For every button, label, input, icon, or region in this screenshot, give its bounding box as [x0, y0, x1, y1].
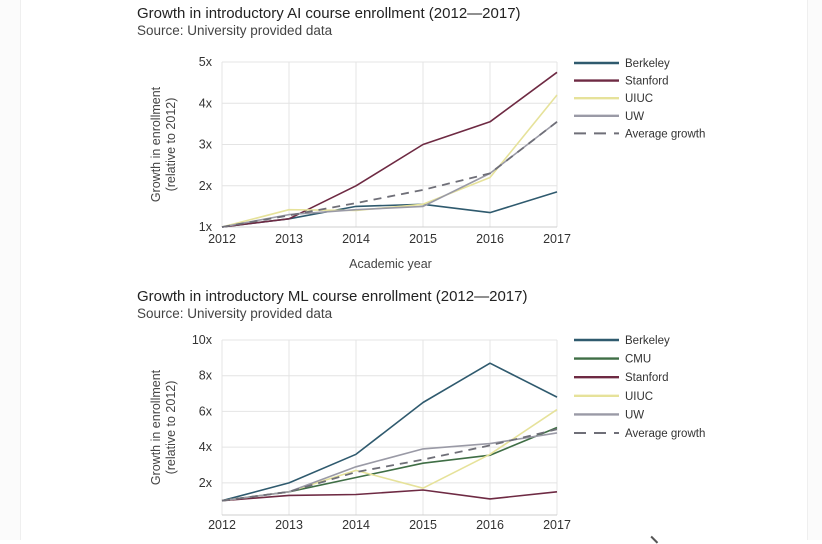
ai-y-tick-label: 4x [199, 96, 213, 110]
right-frame-edge [807, 0, 822, 540]
ml-legend-label-uw: UW [625, 409, 644, 421]
ai-y-axis-label: Growth in enrollment [149, 86, 163, 202]
ml-y-axis-label-sub: (relative to 2012) [164, 381, 178, 475]
ai-chart-source: Source: University provided data [137, 23, 333, 38]
ai-x-tick-label: 2016 [476, 232, 504, 246]
ai-x-axis-label: Academic year [349, 257, 432, 271]
ai-y-tick-label: 5x [199, 55, 213, 69]
ml-y-tick-label: 4x [199, 440, 213, 454]
ml-x-tick-label: 2014 [342, 518, 370, 532]
ai-series-line-stanford [221, 71, 558, 228]
ai-legend-label-uw: UW [625, 111, 644, 123]
left-frame-edge [0, 0, 21, 540]
ml-chart-title: Growth in introductory ML course enrollm… [137, 288, 528, 305]
ml-legend-label-berkeley: Berkeley [625, 335, 670, 347]
ai-x-tick-label: 2012 [208, 232, 236, 246]
ai-series-line-average-growth [221, 121, 558, 228]
ml-x-tick-label: 2016 [476, 518, 504, 532]
ml-x-tick-label: 2015 [409, 518, 437, 532]
ml-y-tick-label: 8x [199, 369, 213, 383]
ml-x-tick-label: 2017 [543, 518, 571, 532]
ai-x-tick-label: 2015 [409, 232, 437, 246]
ai-chart: 1x 2x 3x 4x 5x 2012 2013 2014 2015 2016 2017 Academ… [149, 55, 705, 271]
ml-x-tick-label: 2013 [275, 518, 303, 532]
ml-y-tick-label: 6x [199, 404, 213, 418]
ai-series-line-uw [221, 121, 558, 228]
ml-legend-label-cmu: CMU [625, 354, 651, 366]
ml-legend-label-uiuc: UIUC [625, 391, 653, 403]
ml-series-line-cmu [221, 426, 558, 502]
ai-x-tick-label: 2017 [543, 232, 571, 246]
ml-chart-source: Source: University provided data [137, 306, 333, 321]
ml-y-axis-label: Growth in enrollment [149, 369, 163, 485]
ml-chart: 2x 4x 6x 8x 10x 2012 2013 2014 2015 2016 2017 Growt… [149, 333, 705, 532]
ai-y-tick-label: 2x [199, 179, 213, 193]
ml-y-tick-label: 2x [199, 476, 213, 490]
ai-x-tick-label: 2014 [342, 232, 370, 246]
ai-chart-title: Growth in introductory AI course enrollm… [137, 5, 521, 22]
ai-x-tick-label: 2013 [275, 232, 303, 246]
ai-legend-label-berkeley: Berkeley [625, 58, 670, 70]
ml-y-tick-label: 10x [192, 333, 213, 347]
ml-series-line-average-growth [221, 428, 558, 502]
ml-series-line-stanford [221, 489, 558, 502]
ml-x-tick-label: 2012 [208, 518, 236, 532]
ai-legend-label-average-growth: Average growth [625, 128, 705, 140]
ml-legend-label-average-growth: Average growth [625, 428, 705, 440]
ml-legend-label-stanford: Stanford [625, 372, 668, 384]
ai-legend-label-uiuc: UIUC [625, 93, 653, 105]
ai-legend-label-stanford: Stanford [625, 76, 668, 88]
ai-y-tick-label: 3x [199, 138, 213, 152]
ml-series-line-berkeley [221, 362, 558, 502]
ai-y-axis-label-sub: (relative to 2012) [164, 98, 178, 192]
ai-y-tick-label: 1x [199, 220, 213, 234]
